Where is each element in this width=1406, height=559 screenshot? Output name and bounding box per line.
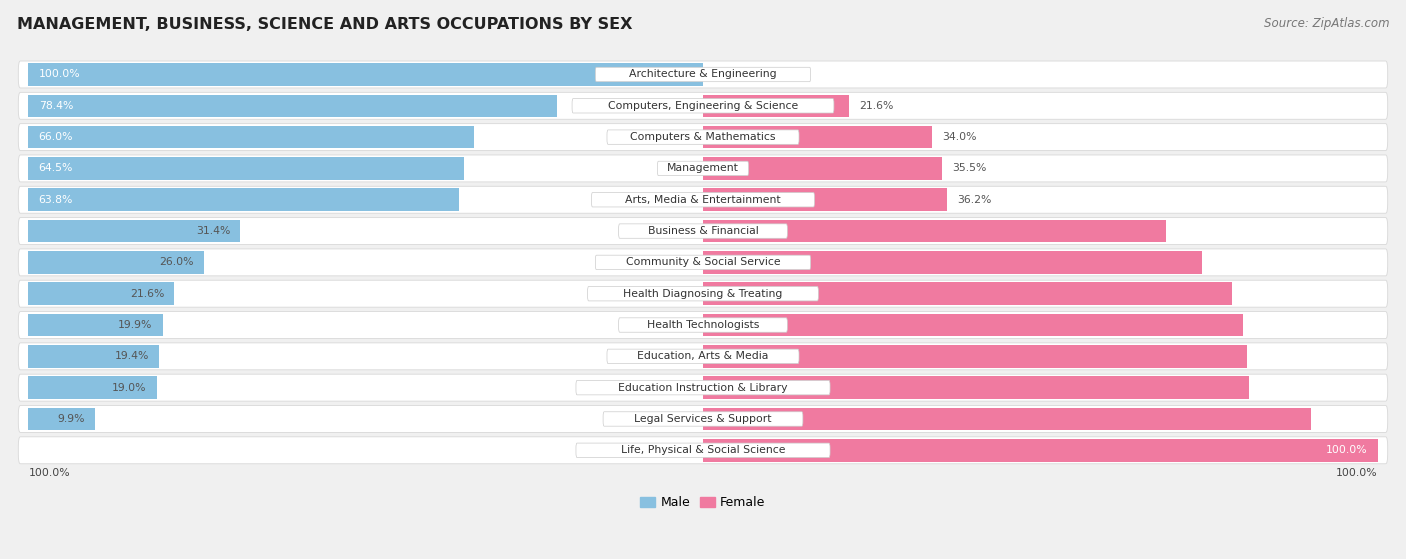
Bar [703, 126, 932, 148]
Text: Business & Financial: Business & Financial [648, 226, 758, 236]
FancyBboxPatch shape [18, 186, 1388, 213]
Text: 78.4%: 78.4% [38, 101, 73, 111]
Text: 68.6%: 68.6% [1333, 226, 1368, 236]
FancyBboxPatch shape [18, 155, 1388, 182]
Text: 100.0%: 100.0% [1326, 446, 1368, 455]
FancyBboxPatch shape [18, 61, 1388, 88]
FancyBboxPatch shape [658, 161, 748, 176]
FancyBboxPatch shape [18, 311, 1388, 339]
FancyBboxPatch shape [18, 92, 1388, 119]
Bar [28, 345, 159, 368]
Bar [703, 188, 948, 211]
Text: 19.4%: 19.4% [115, 352, 149, 361]
FancyBboxPatch shape [18, 405, 1388, 433]
Text: 36.2%: 36.2% [957, 195, 991, 205]
FancyBboxPatch shape [607, 349, 799, 363]
FancyBboxPatch shape [18, 124, 1388, 150]
Bar [28, 157, 464, 179]
FancyBboxPatch shape [576, 443, 830, 457]
Text: 19.9%: 19.9% [118, 320, 153, 330]
Text: 100.0%: 100.0% [1336, 468, 1378, 479]
Text: 26.0%: 26.0% [159, 257, 194, 267]
Text: 64.5%: 64.5% [38, 163, 73, 173]
Bar [703, 157, 942, 179]
Text: 90.1%: 90.1% [1333, 414, 1368, 424]
Text: Education, Arts & Media: Education, Arts & Media [637, 352, 769, 361]
Text: Management: Management [666, 163, 740, 173]
Text: 19.0%: 19.0% [112, 383, 146, 392]
Text: 35.5%: 35.5% [953, 163, 987, 173]
Text: 80.1%: 80.1% [1333, 320, 1368, 330]
FancyBboxPatch shape [18, 343, 1388, 370]
FancyBboxPatch shape [18, 437, 1388, 464]
Bar [28, 63, 703, 86]
Bar [703, 314, 1243, 337]
Text: Community & Social Service: Community & Social Service [626, 257, 780, 267]
FancyBboxPatch shape [619, 318, 787, 332]
Bar [28, 94, 557, 117]
Text: 34.0%: 34.0% [942, 132, 977, 142]
FancyBboxPatch shape [592, 192, 814, 207]
Bar [703, 439, 1378, 462]
Text: 21.6%: 21.6% [859, 101, 893, 111]
FancyBboxPatch shape [607, 130, 799, 144]
Text: Architecture & Engineering: Architecture & Engineering [630, 69, 776, 79]
Bar [703, 408, 1310, 430]
Text: 100.0%: 100.0% [28, 468, 70, 479]
Text: Health Diagnosing & Treating: Health Diagnosing & Treating [623, 288, 783, 299]
FancyBboxPatch shape [576, 381, 830, 395]
Text: 31.4%: 31.4% [195, 226, 231, 236]
Text: 66.0%: 66.0% [38, 132, 73, 142]
Text: 63.8%: 63.8% [38, 195, 73, 205]
Bar [703, 345, 1247, 368]
Text: Life, Physical & Social Science: Life, Physical & Social Science [621, 446, 785, 455]
Text: Computers, Engineering & Science: Computers, Engineering & Science [607, 101, 799, 111]
Text: Legal Services & Support: Legal Services & Support [634, 414, 772, 424]
Bar [703, 251, 1202, 274]
Text: Computers & Mathematics: Computers & Mathematics [630, 132, 776, 142]
Bar [28, 220, 240, 243]
Text: Source: ZipAtlas.com: Source: ZipAtlas.com [1264, 17, 1389, 30]
Text: Education Instruction & Library: Education Instruction & Library [619, 383, 787, 392]
Text: 80.6%: 80.6% [1333, 352, 1368, 361]
Bar [28, 282, 174, 305]
Text: 100.0%: 100.0% [38, 69, 80, 79]
FancyBboxPatch shape [18, 249, 1388, 276]
Bar [28, 188, 458, 211]
FancyBboxPatch shape [595, 67, 811, 82]
Text: MANAGEMENT, BUSINESS, SCIENCE AND ARTS OCCUPATIONS BY SEX: MANAGEMENT, BUSINESS, SCIENCE AND ARTS O… [17, 17, 633, 32]
FancyBboxPatch shape [18, 374, 1388, 401]
FancyBboxPatch shape [603, 412, 803, 426]
Bar [28, 251, 204, 274]
Text: 74.0%: 74.0% [1333, 257, 1368, 267]
FancyBboxPatch shape [18, 280, 1388, 307]
Bar [28, 408, 96, 430]
Bar [703, 220, 1166, 243]
Text: 9.9%: 9.9% [58, 414, 86, 424]
FancyBboxPatch shape [595, 255, 811, 269]
Bar [703, 282, 1232, 305]
FancyBboxPatch shape [588, 287, 818, 301]
Text: 21.6%: 21.6% [129, 288, 165, 299]
Legend: Male, Female: Male, Female [636, 491, 770, 514]
FancyBboxPatch shape [572, 98, 834, 113]
Text: Arts, Media & Entertainment: Arts, Media & Entertainment [626, 195, 780, 205]
FancyBboxPatch shape [619, 224, 787, 238]
Bar [28, 314, 163, 337]
Bar [28, 376, 156, 399]
FancyBboxPatch shape [18, 217, 1388, 244]
Text: 81.0%: 81.0% [1333, 383, 1368, 392]
Text: 78.4%: 78.4% [1333, 288, 1368, 299]
Bar [703, 94, 849, 117]
Text: Health Technologists: Health Technologists [647, 320, 759, 330]
Bar [703, 376, 1250, 399]
Bar [28, 126, 474, 148]
